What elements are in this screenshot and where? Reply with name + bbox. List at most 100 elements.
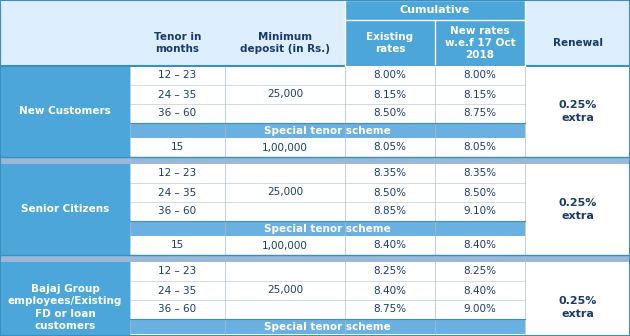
Text: 8.40%: 8.40% (464, 286, 496, 295)
Bar (225, 164, 345, 221)
Text: 8.50%: 8.50% (374, 187, 406, 198)
Text: 24 – 35: 24 – 35 (158, 89, 197, 99)
Bar (225, 334, 345, 336)
Text: 8.85%: 8.85% (374, 207, 406, 216)
Bar (435, 334, 525, 336)
Text: 15: 15 (171, 241, 184, 251)
Text: 8.05%: 8.05% (374, 142, 406, 153)
Bar (345, 164, 435, 183)
Bar (130, 85, 225, 104)
Text: Tenor in
months: Tenor in months (154, 32, 201, 54)
Bar (0, 157, 630, 164)
Bar (345, 104, 435, 123)
Bar (0, 164, 130, 255)
Text: Minimum
deposit (in Rs.): Minimum deposit (in Rs.) (240, 32, 330, 54)
Bar (435, 104, 525, 123)
Text: 8.25%: 8.25% (464, 266, 496, 277)
Bar (130, 20, 225, 66)
Text: 8.15%: 8.15% (374, 89, 406, 99)
Text: 24 – 35: 24 – 35 (158, 286, 197, 295)
Text: 12 – 23: 12 – 23 (158, 168, 197, 178)
Bar (525, 164, 630, 255)
Text: Special tenor scheme: Special tenor scheme (264, 223, 391, 234)
Bar (345, 66, 435, 85)
Bar (0, 20, 130, 66)
Bar (130, 183, 225, 202)
Bar (525, 20, 630, 66)
Bar (130, 221, 525, 236)
Bar (345, 183, 435, 202)
Bar (0, 255, 630, 262)
Bar (345, 138, 435, 157)
Text: 8.05%: 8.05% (464, 142, 496, 153)
Bar (525, 0, 630, 20)
Bar (0, 0, 345, 20)
Text: Senior Citizens: Senior Citizens (21, 205, 109, 214)
Bar (345, 334, 435, 336)
Bar (345, 281, 435, 300)
Bar (345, 262, 435, 281)
Text: 25,000: 25,000 (267, 187, 303, 198)
Text: 8.50%: 8.50% (374, 109, 406, 119)
Bar (525, 66, 630, 157)
Text: Special tenor scheme: Special tenor scheme (264, 322, 391, 332)
Text: Renewal: Renewal (553, 38, 602, 48)
Text: 8.35%: 8.35% (464, 168, 496, 178)
Bar (130, 300, 225, 319)
Bar (0, 66, 130, 157)
Text: 8.40%: 8.40% (374, 286, 406, 295)
Bar (130, 123, 525, 138)
Bar (435, 85, 525, 104)
Text: Special tenor scheme: Special tenor scheme (264, 126, 391, 135)
Text: Bajaj Group
employees/Existing
FD or loan
customers: Bajaj Group employees/Existing FD or loa… (8, 284, 122, 331)
Bar (130, 164, 225, 183)
Text: New Customers: New Customers (19, 107, 111, 117)
Bar (130, 262, 225, 281)
Bar (130, 281, 225, 300)
Text: 25,000: 25,000 (267, 286, 303, 295)
Text: 1,00,000: 1,00,000 (262, 241, 308, 251)
Bar (525, 262, 630, 336)
Text: 8.75%: 8.75% (464, 109, 496, 119)
Bar (130, 334, 225, 336)
Bar (435, 66, 525, 85)
Bar (435, 281, 525, 300)
Text: 8.00%: 8.00% (374, 71, 406, 81)
Text: 0.25%
extra: 0.25% extra (558, 198, 597, 221)
Text: 8.50%: 8.50% (464, 187, 496, 198)
Bar (225, 138, 345, 157)
Text: 36 – 60: 36 – 60 (158, 304, 197, 314)
Bar (435, 202, 525, 221)
Bar (225, 236, 345, 255)
Bar (345, 85, 435, 104)
Bar (130, 319, 525, 334)
Bar (225, 66, 345, 123)
Text: 8.00%: 8.00% (464, 71, 496, 81)
Text: 1,00,000: 1,00,000 (262, 142, 308, 153)
Bar (435, 262, 525, 281)
Bar (130, 202, 225, 221)
Text: 8.75%: 8.75% (374, 304, 406, 314)
Bar (435, 20, 525, 66)
Bar (435, 236, 525, 255)
Text: 8.35%: 8.35% (374, 168, 406, 178)
Bar (130, 138, 225, 157)
Text: 24 – 35: 24 – 35 (158, 187, 197, 198)
Text: 12 – 23: 12 – 23 (158, 266, 197, 277)
Bar (435, 300, 525, 319)
Text: Existing
rates: Existing rates (367, 32, 413, 54)
Text: 8.40%: 8.40% (464, 241, 496, 251)
Bar (345, 0, 525, 20)
Bar (345, 236, 435, 255)
Bar (345, 0, 525, 66)
Text: 25,000: 25,000 (267, 89, 303, 99)
Text: 8.40%: 8.40% (374, 241, 406, 251)
Bar (130, 236, 225, 255)
Bar (225, 262, 345, 319)
Bar (345, 300, 435, 319)
Text: Cumulative: Cumulative (400, 5, 470, 15)
Text: New rates
w.e.f 17 Oct
2018: New rates w.e.f 17 Oct 2018 (445, 26, 515, 60)
Text: 9.10%: 9.10% (464, 207, 496, 216)
Text: 0.25%
extra: 0.25% extra (558, 296, 597, 319)
Text: 9.00%: 9.00% (464, 304, 496, 314)
